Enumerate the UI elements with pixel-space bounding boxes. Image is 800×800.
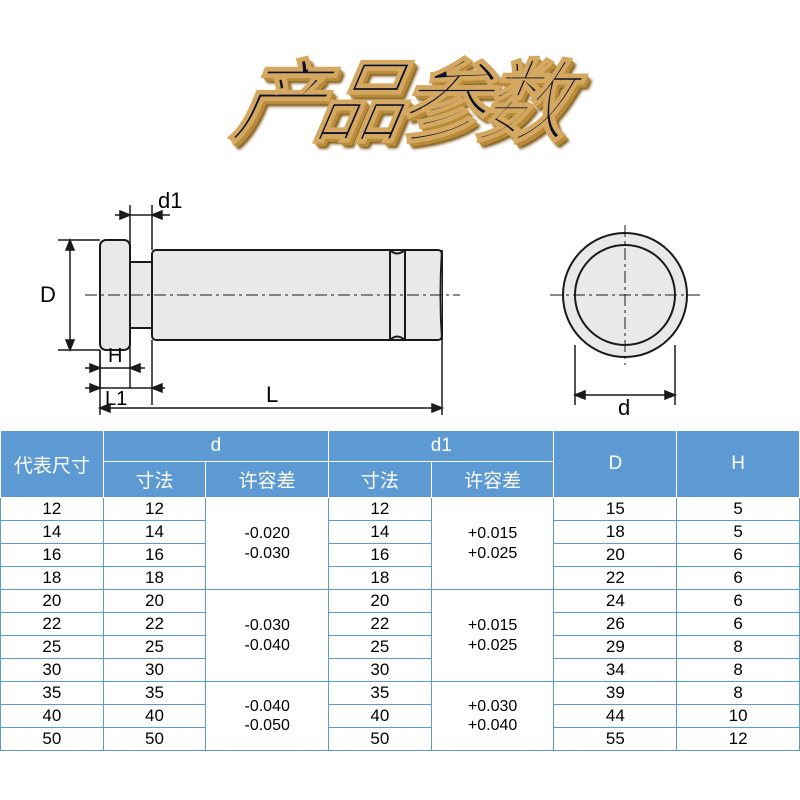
cell-d: 20 [103, 590, 206, 613]
table-row: 252525298 [1, 636, 800, 659]
cell-D: 55 [554, 728, 677, 751]
title-container: 产品参数 [0, 0, 800, 160]
th-d1: d1 [329, 431, 554, 462]
cell-label: 12 [1, 498, 104, 521]
cell-d1: 30 [329, 659, 432, 682]
th-D: D [554, 431, 677, 498]
cell-label: 50 [1, 728, 104, 751]
table-row: 181818226 [1, 567, 800, 590]
cell-H: 8 [677, 659, 800, 682]
th-H: H [677, 431, 800, 498]
th-d-val: 寸法 [103, 462, 206, 498]
table-header: 代表尺寸 d d1 D H 寸法 许容差 寸法 许容差 [1, 431, 800, 498]
svg-text:d1: d1 [158, 190, 182, 213]
cell-d1-tol: +0.030+0.040 [431, 682, 554, 751]
cell-H: 8 [677, 636, 800, 659]
cell-d1: 40 [329, 705, 432, 728]
cell-d: 25 [103, 636, 206, 659]
cell-d1: 25 [329, 636, 432, 659]
table-row: 303030348 [1, 659, 800, 682]
cell-D: 18 [554, 521, 677, 544]
cell-label: 18 [1, 567, 104, 590]
side-view [85, 240, 460, 350]
cell-d-tol: -0.030-0.040 [206, 590, 329, 682]
svg-text:H: H [108, 345, 122, 367]
cell-D: 15 [554, 498, 677, 521]
th-label: 代表尺寸 [1, 431, 104, 498]
cell-d: 35 [103, 682, 206, 705]
cell-D: 20 [554, 544, 677, 567]
cell-d1: 18 [329, 567, 432, 590]
table-row: 2020-0.030-0.04020+0.015+0.025246 [1, 590, 800, 613]
cell-d1: 12 [329, 498, 432, 521]
cell-H: 6 [677, 567, 800, 590]
cell-d: 40 [103, 705, 206, 728]
cell-H: 6 [677, 613, 800, 636]
cell-label: 14 [1, 521, 104, 544]
cell-d1: 16 [329, 544, 432, 567]
cell-d: 30 [103, 659, 206, 682]
cell-H: 5 [677, 521, 800, 544]
cell-H: 8 [677, 682, 800, 705]
table-row: 141414185 [1, 521, 800, 544]
cell-H: 12 [677, 728, 800, 751]
cell-D: 39 [554, 682, 677, 705]
cell-H: 6 [677, 590, 800, 613]
th-d-tol: 许容差 [206, 462, 329, 498]
cell-label: 40 [1, 705, 104, 728]
cell-D: 24 [554, 590, 677, 613]
cell-label: 35 [1, 682, 104, 705]
cell-d1-tol: +0.015+0.025 [431, 590, 554, 682]
cell-d: 50 [103, 728, 206, 751]
cell-d1: 14 [329, 521, 432, 544]
cell-d: 14 [103, 521, 206, 544]
technical-diagram: D d1 H L1 L [30, 190, 770, 420]
cell-d-tol: -0.020-0.030 [206, 498, 329, 590]
cell-D: 22 [554, 567, 677, 590]
spec-table: 代表尺寸 d d1 D H 寸法 许容差 寸法 许容差 1212-0.020-0… [0, 430, 800, 751]
cell-label: 25 [1, 636, 104, 659]
end-view [550, 225, 700, 365]
cell-label: 16 [1, 544, 104, 567]
cell-d-tol: -0.040-0.050 [206, 682, 329, 751]
cell-d1: 50 [329, 728, 432, 751]
th-d1-val: 寸法 [329, 462, 432, 498]
th-d1-tol: 许容差 [431, 462, 554, 498]
cell-H: 5 [677, 498, 800, 521]
cell-D: 26 [554, 613, 677, 636]
cell-label: 22 [1, 613, 104, 636]
cell-label: 30 [1, 659, 104, 682]
cell-H: 10 [677, 705, 800, 728]
svg-text:L: L [266, 382, 278, 407]
cell-d: 12 [103, 498, 206, 521]
cell-d1-tol: +0.015+0.025 [431, 498, 554, 590]
cell-D: 29 [554, 636, 677, 659]
cell-d: 16 [103, 544, 206, 567]
svg-text:D: D [40, 282, 56, 307]
table-body: 1212-0.020-0.03012+0.015+0.0251551414141… [1, 498, 800, 751]
cell-d: 22 [103, 613, 206, 636]
table-row: 3535-0.040-0.05035+0.030+0.040398 [1, 682, 800, 705]
table-row: 1212-0.020-0.03012+0.015+0.025155 [1, 498, 800, 521]
cell-D: 34 [554, 659, 677, 682]
table-row: 222222266 [1, 613, 800, 636]
cell-H: 6 [677, 544, 800, 567]
svg-text:d: d [618, 395, 630, 420]
cell-d1: 22 [329, 613, 432, 636]
cell-label: 20 [1, 590, 104, 613]
cell-d1: 20 [329, 590, 432, 613]
table-row: 161616206 [1, 544, 800, 567]
cell-D: 44 [554, 705, 677, 728]
table-row: 4040404410 [1, 705, 800, 728]
page-title: 产品参数 [225, 30, 576, 160]
cell-d1: 35 [329, 682, 432, 705]
th-d: d [103, 431, 328, 462]
cell-d: 18 [103, 567, 206, 590]
table-row: 5050505512 [1, 728, 800, 751]
